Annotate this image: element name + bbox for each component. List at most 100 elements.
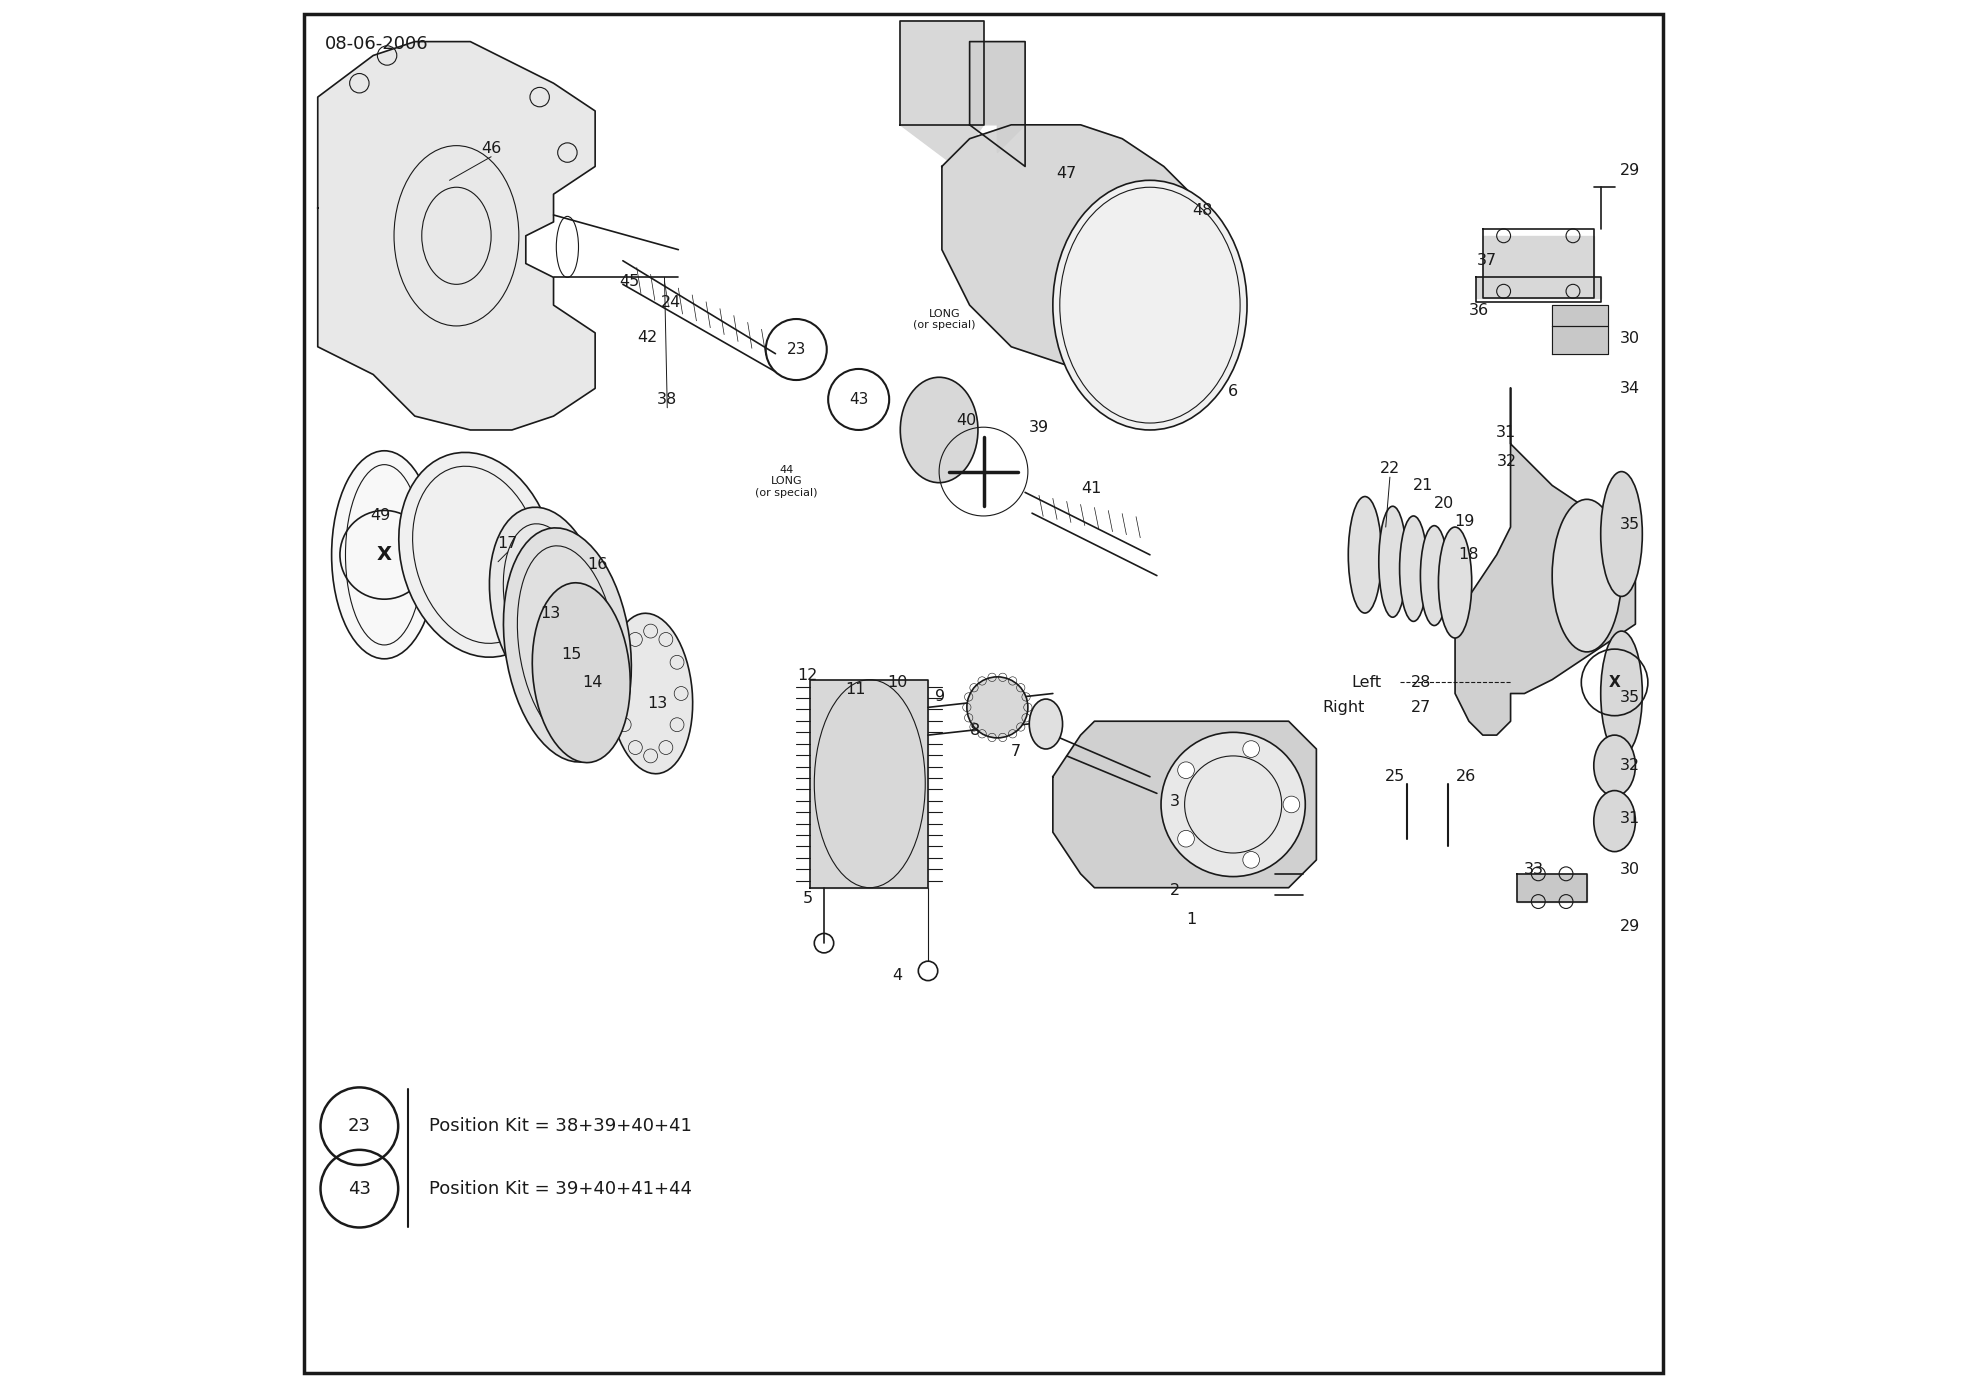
- Text: 42: 42: [637, 330, 659, 344]
- Text: 29: 29: [1619, 920, 1640, 933]
- Text: 37: 37: [1477, 254, 1497, 268]
- Text: 16: 16: [588, 558, 608, 571]
- Text: 31: 31: [1497, 426, 1517, 440]
- Text: 27: 27: [1410, 700, 1430, 714]
- Text: 34: 34: [1619, 381, 1640, 395]
- Text: 08-06-2006: 08-06-2006: [325, 35, 429, 53]
- Ellipse shape: [1029, 699, 1062, 749]
- Text: 32: 32: [1497, 455, 1517, 469]
- Text: 49: 49: [370, 509, 389, 523]
- Polygon shape: [1475, 277, 1601, 298]
- Text: 4: 4: [893, 968, 903, 982]
- Polygon shape: [319, 42, 596, 430]
- Text: X: X: [1609, 675, 1621, 689]
- Ellipse shape: [1601, 631, 1642, 756]
- Text: 36: 36: [1469, 304, 1489, 318]
- Text: 18: 18: [1460, 548, 1479, 562]
- Ellipse shape: [1420, 526, 1448, 626]
- Text: 1: 1: [1186, 913, 1196, 927]
- Text: 28: 28: [1410, 675, 1432, 689]
- Ellipse shape: [1161, 732, 1306, 877]
- Text: Right: Right: [1322, 700, 1365, 714]
- Text: 8: 8: [970, 724, 980, 738]
- Ellipse shape: [1401, 516, 1428, 621]
- Text: 29: 29: [1619, 164, 1640, 178]
- Text: 12: 12: [797, 669, 818, 682]
- Ellipse shape: [1243, 741, 1259, 757]
- Text: 14: 14: [582, 675, 602, 689]
- Text: 20: 20: [1434, 497, 1454, 510]
- Text: 24: 24: [661, 295, 681, 309]
- Text: 23: 23: [348, 1118, 372, 1135]
- Text: Position Kit = 38+39+40+41: Position Kit = 38+39+40+41: [429, 1118, 692, 1135]
- Text: 41: 41: [1082, 481, 1102, 495]
- Ellipse shape: [1243, 852, 1259, 868]
- Text: Position Kit = 39+40+41+44: Position Kit = 39+40+41+44: [429, 1180, 692, 1197]
- Polygon shape: [970, 42, 1025, 153]
- Text: 33: 33: [1524, 863, 1544, 877]
- Ellipse shape: [490, 508, 604, 699]
- Ellipse shape: [1438, 527, 1471, 638]
- Text: 30: 30: [1619, 863, 1640, 877]
- Polygon shape: [942, 125, 1220, 374]
- Text: 13: 13: [647, 696, 667, 710]
- Text: 10: 10: [887, 675, 907, 689]
- Text: 38: 38: [657, 393, 677, 406]
- Ellipse shape: [1601, 472, 1642, 596]
- Ellipse shape: [1178, 831, 1194, 847]
- Text: 22: 22: [1379, 462, 1401, 476]
- Ellipse shape: [332, 451, 437, 659]
- Text: 32: 32: [1619, 759, 1640, 773]
- Text: 39: 39: [1029, 420, 1048, 434]
- Polygon shape: [1052, 721, 1316, 888]
- Ellipse shape: [901, 377, 978, 483]
- Ellipse shape: [399, 452, 557, 657]
- Polygon shape: [810, 680, 928, 888]
- Text: 13: 13: [541, 606, 561, 620]
- Text: 31: 31: [1619, 811, 1640, 825]
- Text: 9: 9: [936, 689, 946, 703]
- Text: 43: 43: [850, 393, 867, 406]
- Ellipse shape: [1593, 791, 1635, 852]
- Text: 6: 6: [1227, 384, 1237, 398]
- Ellipse shape: [1052, 180, 1247, 430]
- Ellipse shape: [968, 677, 1029, 738]
- Text: Left: Left: [1351, 675, 1381, 689]
- Text: X: X: [378, 545, 391, 565]
- Text: 30: 30: [1619, 331, 1640, 345]
- Text: 3: 3: [1170, 795, 1180, 809]
- Text: 23: 23: [787, 343, 806, 356]
- Text: 35: 35: [1619, 517, 1640, 531]
- Text: 15: 15: [561, 648, 582, 662]
- Ellipse shape: [1552, 499, 1621, 652]
- Text: 35: 35: [1619, 691, 1640, 705]
- Ellipse shape: [504, 528, 631, 761]
- Text: LONG
(or special): LONG (or special): [913, 308, 976, 330]
- Ellipse shape: [1178, 761, 1194, 778]
- Ellipse shape: [1282, 796, 1300, 813]
- Text: 48: 48: [1192, 204, 1214, 218]
- Text: 25: 25: [1385, 770, 1406, 784]
- Text: 11: 11: [846, 682, 865, 696]
- Polygon shape: [1552, 326, 1607, 354]
- Text: 43: 43: [348, 1180, 372, 1197]
- Text: 21: 21: [1412, 479, 1434, 492]
- Ellipse shape: [1593, 735, 1635, 796]
- Polygon shape: [1552, 305, 1607, 326]
- Text: 5: 5: [803, 892, 812, 906]
- Ellipse shape: [1347, 497, 1381, 613]
- Polygon shape: [901, 21, 984, 166]
- Text: 47: 47: [1056, 166, 1076, 180]
- Text: 26: 26: [1456, 770, 1477, 784]
- Ellipse shape: [608, 613, 692, 774]
- Text: 17: 17: [498, 537, 517, 551]
- Ellipse shape: [1379, 506, 1406, 617]
- Polygon shape: [1517, 874, 1587, 902]
- Ellipse shape: [533, 583, 629, 763]
- Polygon shape: [1456, 388, 1635, 735]
- Text: 7: 7: [1011, 745, 1021, 759]
- Text: 46: 46: [482, 141, 502, 155]
- Text: 2: 2: [1170, 884, 1180, 897]
- Polygon shape: [1483, 236, 1593, 291]
- Text: 45: 45: [620, 275, 639, 288]
